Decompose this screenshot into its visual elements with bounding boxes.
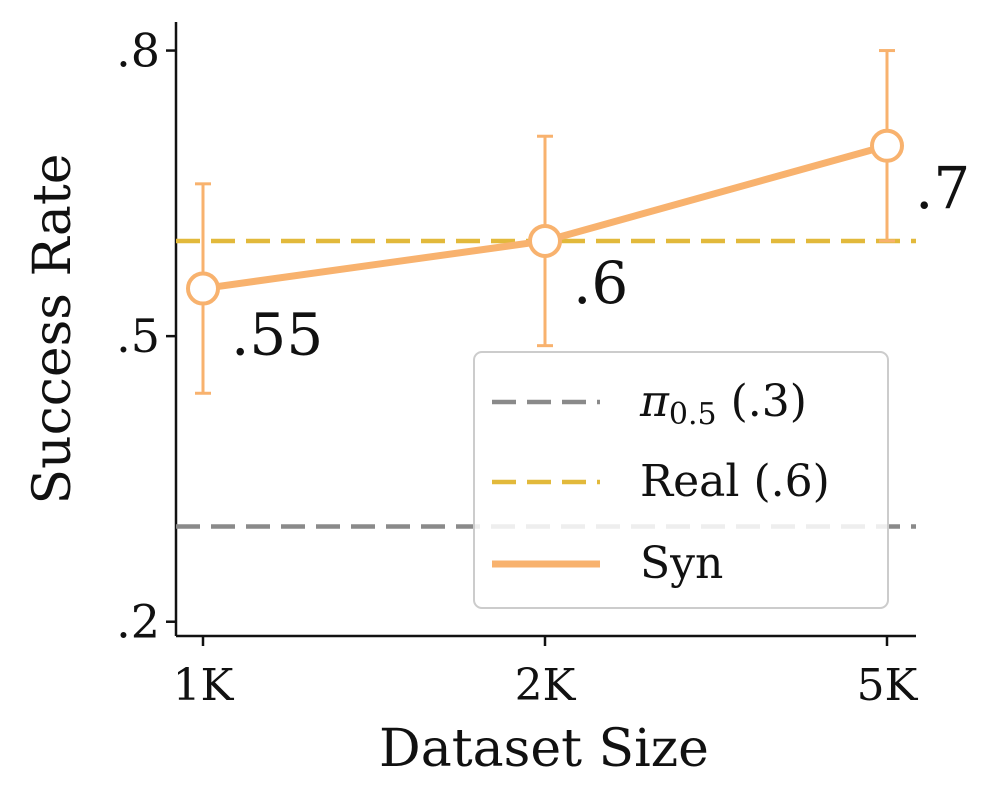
legend-syn-label: Syn — [640, 538, 723, 589]
y-tick-label: .5 — [116, 309, 160, 363]
y-tick-label: .2 — [116, 595, 160, 649]
legend-real-label: Real (.6) — [640, 456, 830, 507]
y-ticks: .2 .5 .8 — [116, 24, 176, 649]
syn-data-label: .55 — [231, 301, 323, 369]
legend-box — [473, 351, 889, 609]
legend-pi05-label: π0.5 (.3) — [639, 376, 807, 432]
legend-pi-suffix: (.3) — [717, 376, 807, 427]
syn-point-marker — [528, 223, 562, 258]
y-tick-label: .8 — [116, 24, 160, 78]
syn-data-label: .6 — [573, 249, 628, 317]
x-tick-label: 1K — [173, 660, 235, 711]
x-tick-label: 5K — [857, 660, 919, 711]
legend-pi-symbol: π — [639, 376, 670, 427]
syn-data-label: .7 — [915, 154, 970, 222]
syn-point-marker — [870, 128, 904, 163]
x-ticks: 1K 2K 5K — [173, 636, 919, 711]
syn-point-marker — [186, 271, 220, 306]
y-axis-title: Success Rate — [23, 153, 83, 504]
x-tick-label: 2K — [515, 660, 577, 711]
x-axis-title: Dataset Size — [379, 719, 709, 779]
legend-pi-subscript: 0.5 — [669, 397, 717, 432]
syn-data-labels: .55 .6 .7 — [231, 154, 970, 369]
legend: π0.5 (.3) Real (.6) Syn — [473, 351, 889, 609]
syn-markers — [186, 128, 904, 306]
